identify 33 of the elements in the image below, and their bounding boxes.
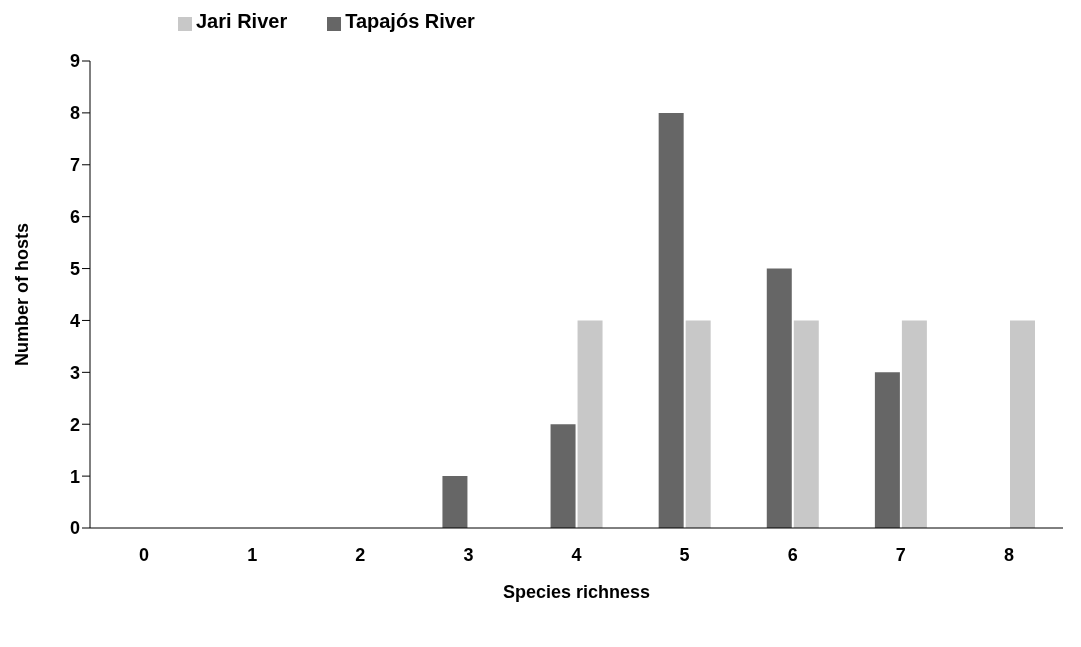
legend-label: Jari River (196, 10, 288, 32)
bar (550, 424, 576, 528)
bar (442, 476, 468, 528)
x-axis-title: Species richness (502, 582, 651, 602)
y-tick-label: 5 (69, 258, 80, 279)
y-tick-label: 1 (69, 466, 80, 487)
x-tick-label: 3 (463, 544, 474, 565)
y-tick-label: 8 (69, 103, 80, 124)
y-axis-title: Number of hosts (12, 222, 33, 367)
bar (577, 320, 603, 528)
bar (766, 268, 792, 528)
y-tick-label: 4 (69, 310, 80, 331)
y-tick-label: 9 (69, 51, 80, 72)
bar (1010, 320, 1035, 528)
bar (793, 320, 819, 528)
y-tick-label: 0 (69, 518, 80, 539)
x-tick-label: 2 (355, 544, 366, 565)
x-tick-label: 4 (571, 544, 582, 565)
bar (658, 112, 684, 528)
x-tick-label: 8 (1003, 544, 1014, 565)
legend-label: Tapajós River (345, 10, 475, 32)
x-tick-label: 7 (895, 544, 906, 565)
x-tick-label: 1 (247, 544, 258, 565)
x-tick-label: 5 (679, 544, 690, 565)
x-tick-label: 6 (787, 544, 798, 565)
y-tick-label: 3 (69, 362, 80, 383)
y-tick-label: 7 (69, 155, 80, 176)
bar (874, 372, 900, 528)
x-tick-label: 0 (139, 544, 150, 565)
bar (685, 320, 711, 528)
y-tick-label: 6 (69, 207, 80, 228)
bar (901, 320, 927, 528)
y-tick-label: 2 (69, 414, 80, 435)
